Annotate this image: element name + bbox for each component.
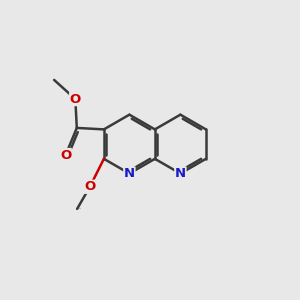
Text: methyl: methyl <box>77 208 82 209</box>
Text: N: N <box>124 167 135 180</box>
Text: N: N <box>175 167 186 180</box>
Text: O: O <box>70 93 81 106</box>
Text: O: O <box>84 180 95 193</box>
Text: O: O <box>60 148 71 161</box>
